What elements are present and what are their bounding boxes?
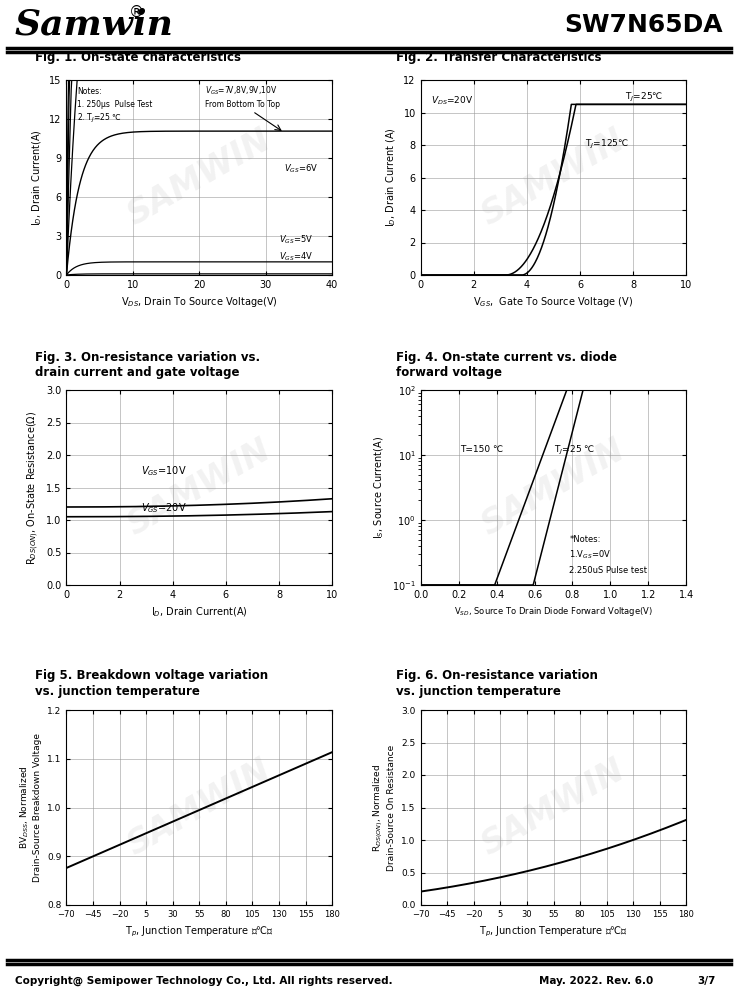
Text: Samwin: Samwin bbox=[15, 8, 173, 42]
Text: T$_J$=125℃: T$_J$=125℃ bbox=[585, 138, 630, 151]
Text: Fig. 1. On-state characteristics: Fig. 1. On-state characteristics bbox=[35, 51, 241, 64]
Text: T=150 ℃: T=150 ℃ bbox=[461, 445, 503, 454]
Text: 3/7: 3/7 bbox=[697, 976, 716, 986]
Text: SAMWIN: SAMWIN bbox=[476, 433, 631, 542]
Text: $V_{GS}$=5V: $V_{GS}$=5V bbox=[279, 234, 313, 246]
Text: $V_{GS}$=6V: $V_{GS}$=6V bbox=[284, 163, 319, 175]
Text: From Bottom To Top: From Bottom To Top bbox=[204, 100, 280, 109]
Text: $V_{GS}$=20V: $V_{GS}$=20V bbox=[141, 501, 187, 515]
Text: SAMWIN: SAMWIN bbox=[122, 123, 277, 232]
Y-axis label: I$_{S}$, Source Current(A): I$_{S}$, Source Current(A) bbox=[373, 436, 387, 539]
Text: $V_{GS}$=7V,8V,9V,10V: $V_{GS}$=7V,8V,9V,10V bbox=[204, 85, 277, 97]
Text: T$_J$=25℃: T$_J$=25℃ bbox=[625, 91, 663, 104]
Text: Copyright@ Semipower Technology Co., Ltd. All rights reserved.: Copyright@ Semipower Technology Co., Ltd… bbox=[15, 976, 393, 986]
X-axis label: T$_p$, Junction Temperature （℃）: T$_p$, Junction Temperature （℃） bbox=[125, 924, 274, 939]
Y-axis label: R$_{DS(ON)}$, Normalized
Drain-Source On Resistance: R$_{DS(ON)}$, Normalized Drain-Source On… bbox=[372, 744, 396, 871]
Text: $V_{GS}$=10V: $V_{GS}$=10V bbox=[141, 464, 187, 478]
Text: SAMWIN: SAMWIN bbox=[476, 753, 631, 862]
Text: 1. 250μs  Pulse Test: 1. 250μs Pulse Test bbox=[77, 100, 153, 109]
Text: Fig. 6. On-resistance variation
vs. junction temperature: Fig. 6. On-resistance variation vs. junc… bbox=[396, 670, 598, 698]
Text: SAMWIN: SAMWIN bbox=[122, 433, 277, 542]
Text: Fig. 4. On-state current vs. diode
forward voltage: Fig. 4. On-state current vs. diode forwa… bbox=[396, 351, 617, 379]
Text: 1.V$_{GS}$=0V: 1.V$_{GS}$=0V bbox=[570, 549, 612, 561]
X-axis label: I$_{D}$, Drain Current(A): I$_{D}$, Drain Current(A) bbox=[151, 605, 247, 619]
Text: *Notes:: *Notes: bbox=[570, 535, 601, 544]
X-axis label: V$_{GS}$,  Gate To Source Voltage (V): V$_{GS}$, Gate To Source Voltage (V) bbox=[474, 295, 633, 309]
Y-axis label: BV$_{DSS}$, Normalized
Drain-Source Breakdown Voltage: BV$_{DSS}$, Normalized Drain-Source Brea… bbox=[18, 733, 41, 882]
X-axis label: V$_{SD}$, Source To Drain Diode Forward Voltage(V): V$_{SD}$, Source To Drain Diode Forward … bbox=[454, 605, 653, 618]
Y-axis label: I$_{D}$, Drain Current(A): I$_{D}$, Drain Current(A) bbox=[30, 129, 44, 226]
Text: Fig. 2. Transfer Characteristics: Fig. 2. Transfer Characteristics bbox=[396, 51, 601, 64]
Y-axis label: I$_{D}$, Drain Current (A): I$_{D}$, Drain Current (A) bbox=[384, 128, 398, 227]
Text: SAMWIN: SAMWIN bbox=[122, 753, 277, 862]
X-axis label: T$_p$, Junction Temperature （℃）: T$_p$, Junction Temperature （℃） bbox=[479, 924, 628, 939]
Text: Notes:: Notes: bbox=[77, 87, 102, 96]
Text: $V_{DS}$=20V: $V_{DS}$=20V bbox=[431, 94, 474, 107]
Text: May. 2022. Rev. 6.0: May. 2022. Rev. 6.0 bbox=[539, 976, 653, 986]
Text: SW7N65DA: SW7N65DA bbox=[565, 13, 723, 37]
Text: Fig. 3. On-resistance variation vs.
drain current and gate voltage: Fig. 3. On-resistance variation vs. drai… bbox=[35, 351, 260, 379]
Text: T$_J$=25 ℃: T$_J$=25 ℃ bbox=[554, 444, 595, 457]
Text: Fig 5. Breakdown voltage variation
vs. junction temperature: Fig 5. Breakdown voltage variation vs. j… bbox=[35, 670, 268, 698]
Y-axis label: R$_{DS(ON)}$, On-State Resistance(Ω): R$_{DS(ON)}$, On-State Resistance(Ω) bbox=[25, 410, 41, 565]
Text: 2.250uS Pulse test: 2.250uS Pulse test bbox=[570, 566, 647, 575]
Text: ®: ® bbox=[129, 5, 145, 20]
X-axis label: V$_{DS}$, Drain To Source Voltage(V): V$_{DS}$, Drain To Source Voltage(V) bbox=[121, 295, 277, 309]
Text: 2. T$_J$=25 ℃: 2. T$_J$=25 ℃ bbox=[77, 112, 122, 125]
Text: $V_{GS}$=4V: $V_{GS}$=4V bbox=[279, 250, 313, 263]
Text: SAMWIN: SAMWIN bbox=[476, 123, 631, 232]
